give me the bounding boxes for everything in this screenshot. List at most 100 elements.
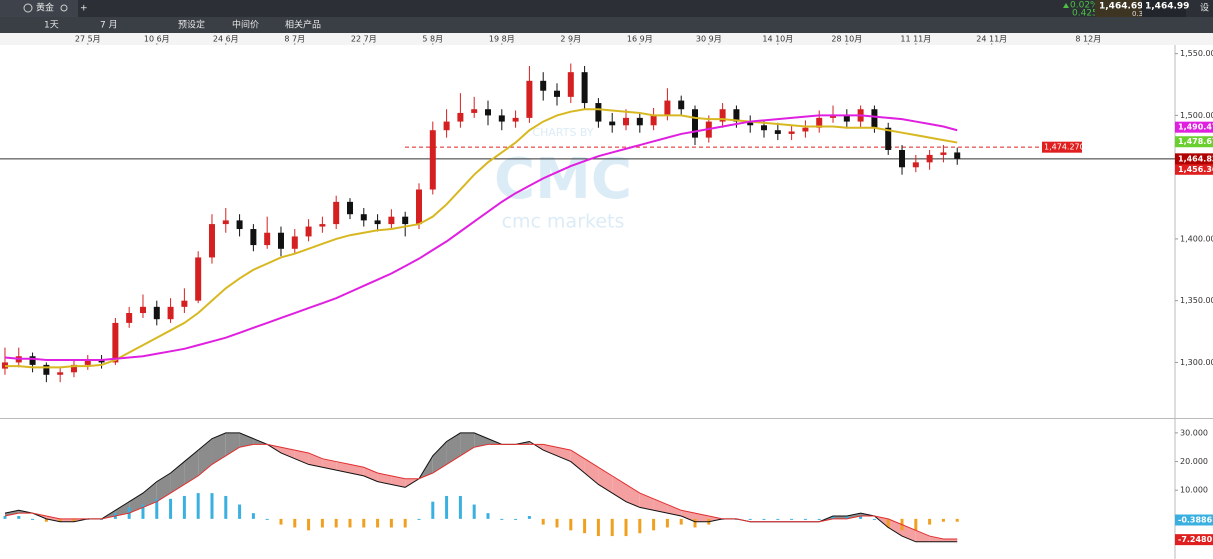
histogram-bar <box>762 518 766 520</box>
candle-body <box>581 72 588 104</box>
x-tick-label: 8 7月 <box>284 35 305 44</box>
candle-body <box>761 125 768 131</box>
candle-body <box>70 364 77 373</box>
y-tick-label: 30.000 <box>1180 428 1208 437</box>
search-icon[interactable] <box>60 4 68 12</box>
macd-fill <box>46 516 61 522</box>
candle-body <box>305 226 312 237</box>
candle-body <box>388 216 395 225</box>
histogram-bar <box>569 518 573 531</box>
sell-box[interactable] <box>1095 0 1141 17</box>
macd-fill <box>4 510 19 517</box>
histogram-bar <box>293 518 297 528</box>
macd-line <box>4 432 958 543</box>
histogram-bar <box>859 516 863 519</box>
y-tick-label: 1,550.000 <box>1180 49 1213 58</box>
histogram-bar <box>527 516 531 519</box>
candle-body <box>208 224 215 258</box>
histogram-bar <box>541 518 545 525</box>
macd-fill <box>846 513 861 519</box>
histogram-bar <box>155 498 159 519</box>
macd-fill <box>391 475 406 488</box>
candle-body <box>650 115 657 126</box>
top-bar <box>0 0 1213 17</box>
toolbar-button[interactable]: 预设定 <box>178 19 205 31</box>
histogram-bar <box>624 518 628 537</box>
histogram-bar <box>872 518 876 520</box>
interval[interactable]: 1天 <box>44 21 59 31</box>
y-tick-label: 1,350.000 <box>1180 296 1213 305</box>
macd-fill <box>460 432 475 456</box>
candle-body <box>153 306 160 320</box>
buy-price[interactable]: 1,464.99 <box>1145 2 1189 12</box>
histogram-bar <box>17 516 21 519</box>
macd-fill <box>432 441 447 474</box>
level-box <box>1042 141 1082 153</box>
macd-fill <box>446 432 461 465</box>
watermark-text: cmc markets <box>502 211 625 233</box>
candle-body <box>692 109 699 138</box>
x-tick-label: 14 10月 <box>762 35 793 44</box>
price-tag <box>1175 153 1213 165</box>
macd-fill <box>708 516 723 522</box>
histogram-bar <box>941 518 945 522</box>
candle-body <box>402 216 409 225</box>
histogram-bar <box>486 513 490 519</box>
candle-body <box>195 257 202 301</box>
moving-average <box>4 108 958 369</box>
x-tick-label: 2 9月 <box>560 35 581 44</box>
histogram-bar <box>348 518 352 528</box>
histogram-bar <box>376 518 380 528</box>
period[interactable]: 7 月 <box>100 20 118 31</box>
settings[interactable]: 设 <box>1200 3 1209 14</box>
candle-body <box>816 117 823 128</box>
candle-body <box>374 220 381 225</box>
macd-fill <box>211 432 226 465</box>
histogram-bar <box>500 518 504 520</box>
candle-body <box>719 109 726 122</box>
histogram-bar <box>610 518 614 537</box>
x-tick-label: 19 8月 <box>489 35 515 44</box>
macd-fill <box>115 501 130 517</box>
sell-price[interactable]: 1,464.69 <box>1099 2 1143 12</box>
tab[interactable] <box>0 0 78 17</box>
histogram-bar <box>596 518 600 537</box>
candle-body <box>484 109 491 116</box>
toolbar-button[interactable]: 相关产品 <box>285 19 321 31</box>
price-tag-label: 1,464.83 <box>1178 154 1213 163</box>
candle-body <box>954 152 961 159</box>
toolbar-button[interactable]: 中间价 <box>232 19 259 31</box>
candle-body <box>415 189 422 225</box>
macd-fill <box>570 450 585 474</box>
watermark-logo: CMC <box>494 147 632 212</box>
histogram-bar <box>458 495 462 519</box>
histogram-bar <box>334 518 338 528</box>
candle-body <box>277 232 284 249</box>
histogram-bar <box>817 518 821 520</box>
tab-title[interactable]: 黄金 <box>36 2 54 14</box>
change-points: 0.425 <box>1072 9 1098 19</box>
candle-body <box>802 127 809 132</box>
histogram-bar <box>224 495 228 519</box>
histogram-bar <box>845 516 849 519</box>
candle-body <box>540 80 547 91</box>
price-tag-label: 1,456.36 <box>1178 165 1213 174</box>
histogram-bar <box>431 501 435 519</box>
macd-fill <box>239 432 254 448</box>
histogram-bar <box>58 518 62 522</box>
candle-body <box>830 115 837 118</box>
x-tick-label: 5 8月 <box>422 35 443 44</box>
candle-body <box>871 109 878 128</box>
macd-fill <box>198 438 212 476</box>
macd-fill <box>170 461 185 494</box>
price-tag-label: 1,478.67 <box>1178 137 1213 146</box>
macd-fill <box>349 464 364 476</box>
buy-box[interactable] <box>1142 0 1186 17</box>
candle-body <box>443 121 450 131</box>
y-tick-label: 10.000 <box>1180 486 1208 495</box>
candle-body <box>360 214 367 221</box>
add-tab[interactable]: + <box>80 4 88 14</box>
x-tick-label: 22 7月 <box>351 35 377 44</box>
candle-body <box>291 236 298 249</box>
macd-fill <box>129 493 143 514</box>
